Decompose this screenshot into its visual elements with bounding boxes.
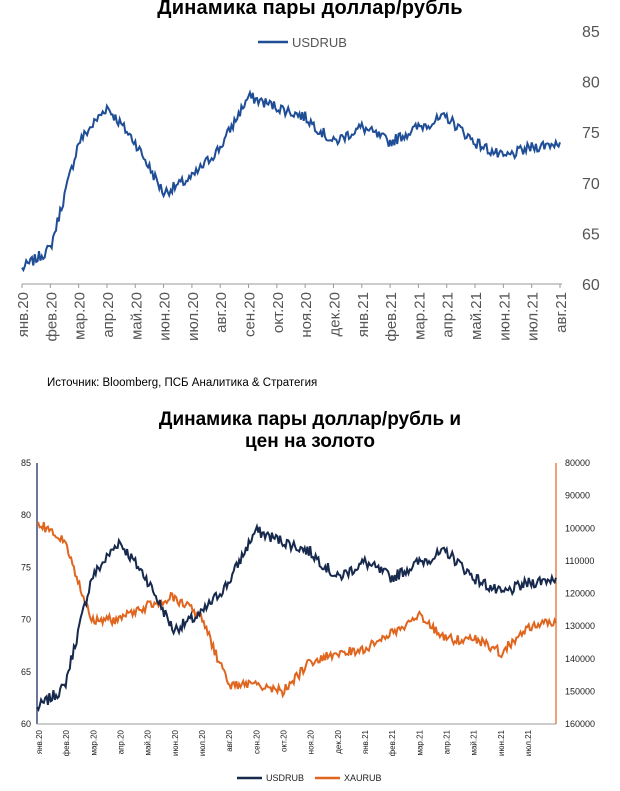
chart2-x-label-1: фев.20: [62, 729, 71, 756]
chart2-legend-xaurub-label: XAURUB: [344, 773, 382, 783]
chart1-x-label-18: июл.21: [525, 292, 542, 341]
chart2-right-tick-80000: 80000: [565, 458, 590, 468]
chart1-y-tick-65: 65: [582, 226, 600, 243]
chart1-y-tick-70: 70: [582, 176, 600, 193]
chart2-x-label-10: ноя.20: [307, 729, 316, 754]
chart2-x-label-15: апр.21: [443, 729, 452, 754]
chart2-x-label-8: сен.20: [252, 729, 261, 754]
chart2-left-tick-75: 75: [21, 562, 31, 572]
chart2-x-label-4: май.20: [144, 729, 153, 755]
chart1-x-label-1: фев.20: [43, 292, 60, 342]
chart1-x-label-8: сен.20: [242, 292, 259, 337]
chart1-y-tick-85: 85: [582, 24, 600, 41]
chart2-right-tick-160000: 160000: [565, 719, 595, 729]
chart2-left-tick-80: 80: [21, 510, 31, 520]
chart1-x-label-9: окт.20: [270, 292, 287, 333]
chart1-x-label-7: авг.20: [213, 292, 230, 333]
chart1-x-label-16: май.21: [468, 292, 485, 340]
chart2-x-label-3: апр.20: [117, 729, 126, 754]
chart2-left-tick-70: 70: [21, 615, 31, 625]
chart2-right-tick-90000: 90000: [565, 491, 590, 501]
chart2-x-label-7: авг.20: [225, 729, 234, 751]
chart2-x-label-12: янв.21: [361, 729, 370, 754]
chart1-x-label-4: май.20: [128, 292, 145, 340]
chart1-y-tick-80: 80: [582, 75, 600, 92]
chart1-title: Динамика пары доллар/рубль: [157, 0, 463, 19]
chart2-series-xaurub-line: [36, 521, 557, 699]
chart2-x-label-18: июл.21: [524, 729, 533, 756]
chart1-x-label-0: янв.20: [15, 292, 32, 337]
chart2-right-tick-150000: 150000: [565, 686, 595, 696]
chart2-x-label-0: янв.20: [35, 729, 44, 754]
chart1-usdrub: 60 65 70 75 80 85 янв.20 фев.20 мар.20 апр.20 май.…: [15, 24, 600, 342]
chart2-x-label-9: окт.20: [280, 729, 289, 751]
chart2-title-line2: цен на золото: [244, 431, 376, 452]
chart1-x-label-12: янв.21: [355, 292, 372, 337]
chart2-x-label-17: июн.21: [497, 729, 506, 756]
chart1-x-label-10: ноя.20: [298, 292, 315, 338]
chart1-x-label-13: фев.21: [383, 292, 400, 342]
chart2-left-tick-85: 85: [21, 458, 31, 468]
chart2-title-line1: Динамика пары доллар/рубль и: [158, 409, 462, 430]
source-note: Источник: Bloomberg, ПСБ Аналитика & Стр…: [47, 377, 318, 389]
chart2-x-label-5: июн.20: [171, 729, 180, 756]
chart2-left-tick-60: 60: [21, 719, 31, 729]
chart2-x-label-6: июл.20: [198, 729, 207, 756]
chart1-series-usdrub-line: [21, 89, 561, 273]
chart2-x-label-16: май.21: [470, 729, 479, 755]
chart2-x-label-11: дек.20: [334, 729, 343, 753]
chart1-y-tick-75: 75: [582, 125, 600, 142]
chart2-series-usdrub-line: [36, 522, 557, 712]
chart1-legend-label: USDRUB: [292, 35, 347, 50]
chart1-x-label-2: мар.20: [72, 292, 89, 340]
chart1-x-label-17: июн.21: [496, 292, 513, 341]
chart2-right-tick-100000: 100000: [565, 523, 595, 533]
chart1-x-label-6: июл.20: [185, 292, 202, 341]
chart1-x-label-3: апр.20: [100, 292, 117, 338]
chart2-right-tick-120000: 120000: [565, 589, 595, 599]
chart2-left-tick-65: 65: [21, 667, 31, 677]
chart2-right-tick-110000: 110000: [565, 556, 594, 566]
chart2-right-tick-130000: 130000: [565, 621, 595, 631]
chart2-x-label-13: фев.21: [388, 729, 397, 756]
chart2-x-label-2: мар.20: [89, 729, 98, 755]
chart1-x-label-11: дек.20: [326, 292, 343, 337]
chart1-y-tick-60: 60: [582, 277, 600, 294]
chart2-x-label-14: мар.21: [415, 729, 424, 755]
chart1-x-label-19: авг.21: [553, 292, 570, 333]
chart1-x-label-5: июн.20: [157, 292, 174, 341]
chart1-x-label-15: апр.21: [440, 292, 457, 338]
chart1-x-label-14: мар.21: [411, 292, 428, 340]
chart2-legend-usdrub-label: USDRUB: [266, 773, 304, 783]
chart2-right-tick-140000: 140000: [565, 654, 595, 664]
